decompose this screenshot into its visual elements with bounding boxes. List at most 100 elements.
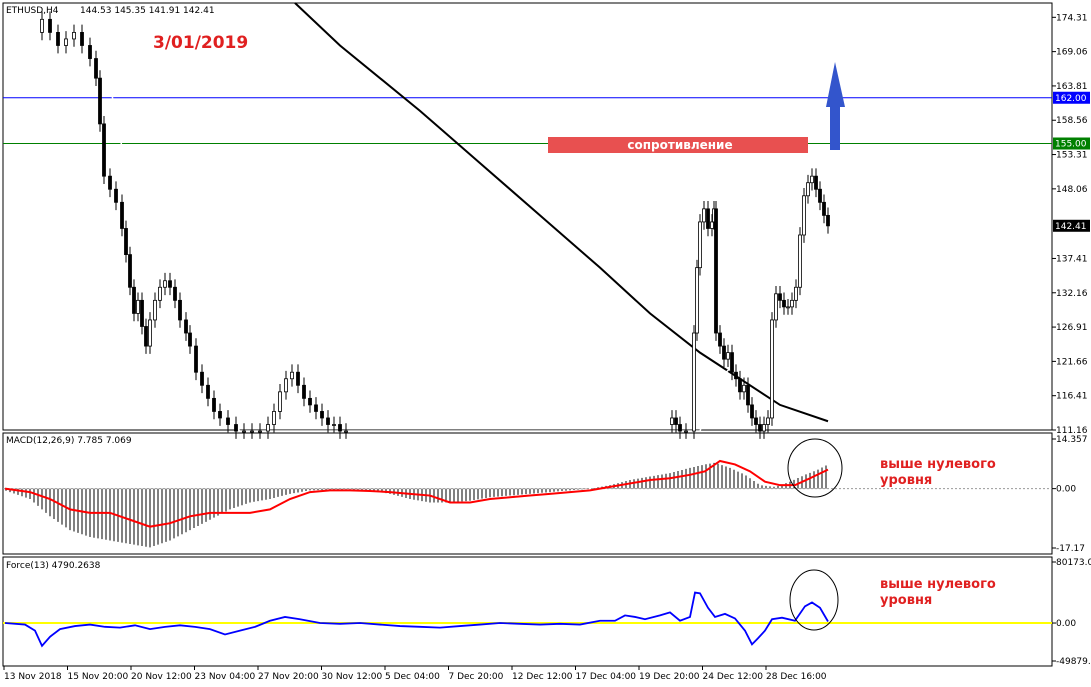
candle-body: [670, 417, 674, 425]
candle-body: [332, 424, 336, 426]
candle-body: [714, 208, 718, 334]
current-price-label: 142.41: [1055, 222, 1087, 232]
candle-body: [80, 32, 84, 46]
candle-body: [798, 234, 802, 288]
candle-body: [718, 332, 722, 347]
candle-body: [284, 378, 288, 393]
candle-body: [206, 384, 210, 399]
candle-body: [72, 32, 76, 40]
candle-body: [242, 430, 246, 433]
candle-body: [794, 286, 798, 301]
level-label: 155.00: [1055, 140, 1087, 150]
level-badge: [1053, 91, 1090, 104]
time-tick-label: 13 Nov 2018: [4, 672, 62, 682]
macd-histogram: [5, 462, 827, 548]
candle-body: [826, 214, 830, 227]
candle-body: [810, 175, 814, 184]
candle-body: [734, 371, 738, 380]
time-tick-label: 23 Nov 04:00: [195, 672, 256, 682]
force-tick-label: 0.00: [1056, 619, 1076, 629]
macd-signal-line: [4, 459, 829, 528]
time-axis: 13 Nov 2018 15 Nov 20:00 20 Nov 12:00 23 No…: [3, 666, 827, 682]
candle-body: [258, 430, 262, 433]
time-tick-label: 19 Dec 20:00: [639, 672, 700, 682]
candle-body: [56, 32, 60, 46]
annotation-date: 3/01/2019: [153, 33, 248, 53]
price-panel: [2, 2, 1053, 431]
candle-body: [226, 417, 230, 425]
candle-body: [64, 38, 68, 46]
price-axis: 174.31 169.06 163.81 158.56 153.31 148.06 137.…: [1052, 13, 1088, 436]
ma-short: [94, 6, 829, 432]
candle-body: [684, 430, 688, 433]
price-tick-label: 137.41: [1056, 254, 1088, 264]
candle-body: [188, 332, 192, 347]
candle-body: [762, 424, 766, 432]
candle-body: [674, 417, 678, 425]
candle-body: [212, 397, 216, 412]
candle-body: [818, 188, 822, 203]
price-tick-label: 158.56: [1056, 116, 1088, 126]
macd-highlight-circle: [787, 438, 843, 498]
macd-tick-label: 14.357: [1056, 435, 1088, 445]
time-tick-label: 24 Dec 12:00: [703, 672, 764, 682]
time-tick-label: 28 Dec 16:00: [766, 672, 827, 682]
current-price-badge: [1053, 219, 1090, 232]
price-tick-label: 116.41: [1056, 392, 1088, 402]
candle-body: [766, 417, 770, 425]
candle-body: [40, 18, 44, 33]
candle-body: [94, 58, 98, 79]
candle-body: [128, 254, 132, 288]
time-tick-label: 5 Dec 04:00: [385, 672, 440, 682]
candle-body: [163, 280, 167, 288]
candle-body: [272, 411, 276, 425]
candle-body: [178, 299, 182, 321]
candle-body: [786, 306, 790, 309]
macd-header: MACD(12,26,9) 7.785 7.069: [6, 436, 132, 446]
candle-body: [782, 299, 786, 308]
candle-body: [692, 332, 696, 432]
macd-tick-label: 0.00: [1056, 485, 1076, 495]
time-tick-label: 20 Nov 12:00: [131, 672, 192, 682]
price-tick-label: 163.81: [1056, 82, 1088, 92]
symbol-header: ETHUSD,H4: [6, 6, 59, 16]
candle-body: [144, 326, 148, 347]
candle-body: [302, 384, 306, 399]
candle-body: [730, 352, 734, 373]
candle-body: [102, 123, 106, 177]
candle-body: [326, 417, 330, 425]
candle-body: [770, 319, 774, 419]
macd-tick-label: -17.17: [1056, 544, 1085, 554]
candle-body: [790, 299, 794, 308]
candle-body: [678, 424, 682, 432]
time-tick-label: 30 Nov 12:00: [322, 672, 383, 682]
candle-body: [250, 430, 254, 433]
candle-body: [778, 293, 782, 301]
force-line-path: [4, 591, 829, 648]
candle-body: [750, 404, 754, 419]
candle-body: [742, 384, 746, 393]
candle-body: [710, 221, 714, 229]
candle-body: [184, 319, 188, 334]
candle-body: [314, 404, 318, 412]
candle-body: [754, 417, 758, 425]
candle-body: [774, 293, 778, 321]
up-arrow-icon: [826, 62, 845, 150]
candle-body: [98, 77, 102, 125]
price-tick-label: 148.06: [1056, 185, 1088, 195]
resistance-label: сопротивление: [627, 138, 732, 152]
force-note: выше нулевого уровня: [880, 577, 1000, 608]
candle-body: [278, 391, 282, 412]
candle-body: [722, 345, 726, 360]
candle-body: [173, 286, 177, 301]
price-tick-label: 126.91: [1056, 323, 1088, 333]
candle-body: [120, 201, 124, 229]
level-label: 162.00: [1055, 94, 1087, 104]
candle-body: [738, 378, 742, 393]
price-tick-label: 153.31: [1056, 151, 1088, 161]
ohlc-header: 144.53 145.35 141.91 142.41: [80, 6, 215, 16]
macd-note: выше нулевого уровня: [880, 457, 1000, 488]
candle-body: [726, 352, 730, 360]
candle-body: [266, 424, 270, 432]
